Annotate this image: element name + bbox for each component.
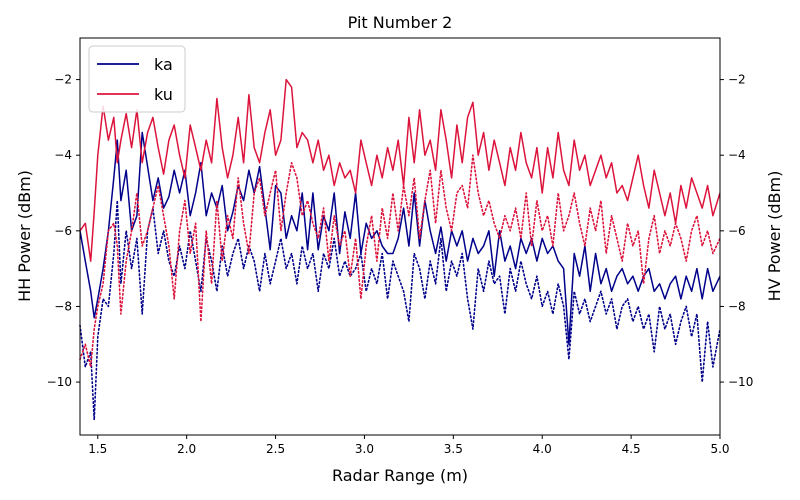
x-axis: 1.5 2.0 2.5 3.0 3.5 4.0 4.5 5.0: [88, 435, 730, 456]
y-left-tick-label: −10: [47, 375, 72, 389]
series-line-ku-hh: [79, 78, 721, 262]
series-layer: [79, 78, 721, 421]
x-tick-label: 2.0: [177, 442, 196, 456]
series-line-ku-hv: [79, 154, 721, 368]
plot-frame: [79, 37, 721, 436]
x-tick-label: 4.0: [533, 442, 552, 456]
x-tick-label: 3.0: [355, 442, 374, 456]
series-line-ka-hh: [79, 131, 721, 346]
y-right-tick-label: −6: [728, 224, 746, 238]
y-left-tick-label: −2: [54, 73, 72, 87]
x-tick-label: 4.5: [622, 442, 641, 456]
y-axis-left-title: HH Power (dBm): [15, 170, 34, 302]
y-left-tick-label: −6: [54, 224, 72, 238]
x-tick-label: 3.5: [444, 442, 463, 456]
x-axis-title: Radar Range (m): [332, 466, 468, 485]
x-tick-label: 2.5: [266, 442, 285, 456]
y-right-tick-label: −8: [728, 299, 746, 313]
legend-label-ka: ka: [154, 55, 173, 74]
x-tick-label: 1.5: [88, 442, 107, 456]
y-left-tick-label: −4: [54, 148, 72, 162]
y-axis-right-title: HV Power (dBm): [765, 171, 784, 302]
series-line-ka-hv: [79, 199, 721, 421]
chart-title: Pit Number 2: [348, 13, 453, 32]
y-right-tick-label: −4: [728, 148, 746, 162]
y-left-tick-label: −8: [54, 299, 72, 313]
y-right-tick-label: −10: [728, 375, 753, 389]
legend-label-ku: ku: [154, 85, 173, 104]
x-tick-label: 5.0: [710, 442, 729, 456]
legend: ka ku: [88, 45, 186, 113]
legend-box: [88, 45, 186, 113]
y-axis-left: −10 −8 −6 −4 −2: [47, 73, 80, 389]
y-right-tick-label: −2: [728, 73, 746, 87]
y-axis-right: −10 −8 −6 −4 −2: [720, 73, 753, 389]
